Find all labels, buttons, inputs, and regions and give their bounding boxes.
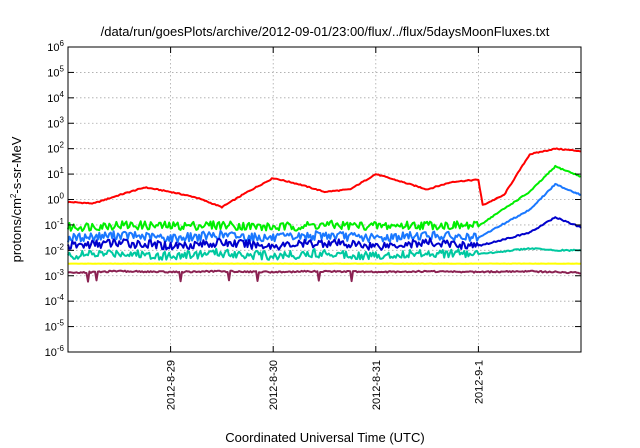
- y-tick-exp: -1: [57, 217, 65, 226]
- y-tick-exp: 5: [60, 64, 65, 73]
- x-tick-label: 2012-8-30: [268, 360, 280, 410]
- y-tick-base: 10: [45, 322, 57, 334]
- series-line-5: [67, 247, 582, 261]
- y-tick-base: 10: [47, 169, 59, 181]
- chart-title: /data/run/goesPlots/archive/2012-09-01/2…: [101, 24, 550, 39]
- y-tick-exp: -2: [57, 242, 65, 251]
- y-tick-exp: 1: [60, 166, 65, 175]
- y-tick-label: 105: [47, 64, 64, 79]
- y-tick-exp: 2: [60, 141, 65, 150]
- y-tick-base: 10: [45, 296, 57, 308]
- y-tick-label: 10-1: [45, 217, 65, 232]
- y-tick-label: 10-4: [45, 293, 65, 308]
- x-tick-label: 2012-9-1: [473, 360, 485, 404]
- x-axis-label: Coordinated Universal Time (UTC): [225, 430, 424, 445]
- x-tick-label: 2012-8-29: [166, 360, 178, 410]
- y-tick-exp: -3: [57, 268, 65, 277]
- grid: [68, 46, 581, 353]
- y-tick-label: 100: [47, 192, 64, 207]
- series-line-1: [67, 147, 582, 209]
- x-axis: 2012-8-29 2012-8-30 2012-8-31 2012-9-1: [166, 47, 485, 410]
- y-tick-label: 101: [47, 166, 64, 181]
- y-axis-label-rest: -s-sr-MeV: [9, 136, 24, 193]
- series-line-3: [67, 182, 582, 243]
- y-tick-label: 106: [47, 39, 64, 54]
- y-tick-exp: -5: [57, 319, 65, 328]
- y-tick-exp: 3: [60, 115, 65, 124]
- y-tick-exp: 6: [60, 39, 65, 48]
- series-layer: [67, 147, 582, 283]
- y-tick-base: 10: [47, 195, 59, 207]
- y-tick-base: 10: [47, 144, 59, 156]
- y-tick-label: 10-3: [45, 268, 65, 283]
- y-tick-base: 10: [47, 67, 59, 79]
- y-tick-base: 10: [47, 118, 59, 130]
- y-tick-base: 10: [45, 245, 57, 257]
- x-tick-label: 2012-8-31: [371, 360, 383, 410]
- y-tick-label: 10-6: [45, 344, 65, 359]
- y-axis-label-base: protons/cm: [9, 198, 24, 262]
- y-tick-exp: -4: [57, 293, 65, 302]
- y-axis: 10-610-510-410-310-210-11001011021031041…: [45, 39, 581, 359]
- y-tick-label: 104: [47, 90, 64, 105]
- y-axis-label-sup: 2: [9, 193, 18, 198]
- y-tick-base: 10: [45, 220, 57, 232]
- y-tick-label: 103: [47, 115, 64, 130]
- y-tick-exp: 4: [60, 90, 65, 99]
- y-tick-label: 102: [47, 141, 64, 156]
- y-tick-base: 10: [45, 271, 57, 283]
- y-axis-label: protons/cm2-s-sr-MeV: [9, 136, 24, 262]
- series-line-4: [67, 216, 582, 251]
- y-tick-base: 10: [47, 93, 59, 105]
- series-line-7: [67, 269, 582, 283]
- y-tick-exp: 0: [60, 192, 65, 201]
- series-line-2: [67, 164, 582, 232]
- y-tick-label: 10-2: [45, 242, 65, 257]
- y-tick-base: 10: [47, 42, 59, 54]
- y-tick-label: 10-5: [45, 319, 65, 334]
- y-tick-base: 10: [45, 347, 57, 359]
- y-tick-exp: -6: [57, 344, 65, 353]
